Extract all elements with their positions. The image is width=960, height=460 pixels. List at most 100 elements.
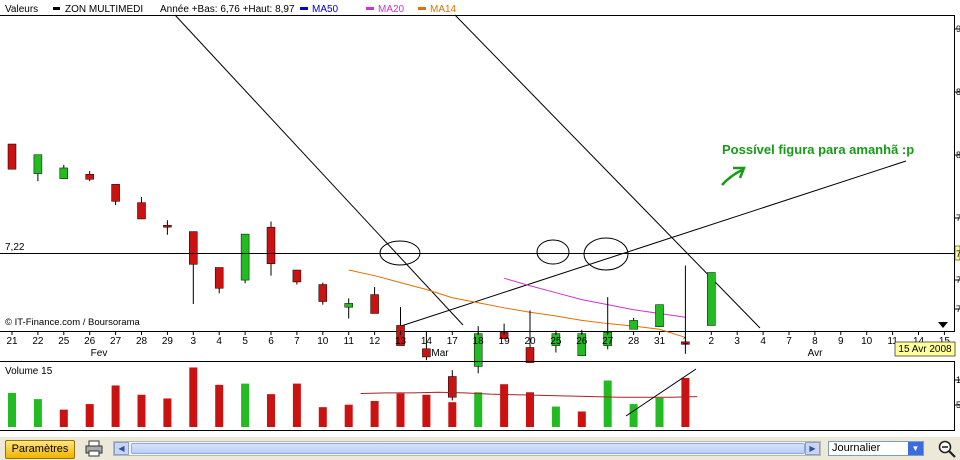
scroll-right-icon[interactable]: ▶ [805,442,820,455]
bottom-toolbar: Paramètres ◀ ▶ Journalier ▼ [0,437,960,460]
candle-body [655,304,664,327]
x-tick-label: 5 [242,336,248,347]
x-tick-label: 3 [191,336,197,347]
x-tick-label: 12 [369,336,381,347]
volume-bar [370,400,379,427]
volume-axis-2: 5 [956,400,960,410]
candle-body [85,174,94,180]
volume-bar [163,398,172,427]
price-tick-label: 7 [956,304,960,314]
x-tick-label: 14 [913,336,925,347]
x-tick-label: 19 [499,336,511,347]
month-label-avr: Avr [808,348,823,359]
scroll-down-icon[interactable] [938,322,948,328]
params-button[interactable]: Paramètres [5,440,75,459]
candle-body [59,167,69,179]
volume-ma-line [360,391,698,398]
scroll-thumb[interactable] [131,443,805,454]
x-tick-label: 4 [760,336,766,347]
x-tick-label: 26 [84,336,96,347]
x-tick-label: 11 [887,336,898,347]
candle-body [240,233,250,281]
volume-bar [8,392,16,427]
candle-body [707,272,716,326]
price-tick-label: 8 [956,87,960,97]
x-tick-label: 15 [939,336,951,347]
volume-bar [241,383,250,427]
volume-bar [59,409,68,427]
x-tick-label: 26 [576,336,588,347]
x-tick-label: 28 [628,336,640,347]
price-tick-label: 7 [956,213,960,223]
candle-body [137,202,146,220]
x-tick-label: 20 [524,336,536,347]
x-tick-label: 25 [58,336,70,347]
chart-title: Valeurs [5,4,38,15]
volume-bar [33,399,42,427]
volume-bar [655,397,664,427]
volume-bar [474,392,483,427]
x-tick-label: 18 [473,336,485,347]
timeline-scrollbar[interactable]: ◀ ▶ [113,441,821,456]
volume-title: Volume 15 [5,366,53,377]
x-tick-label: 1 [683,336,689,347]
x-tick-label: 27 [110,336,122,347]
x-tick-label: 7 [786,336,792,347]
chevron-down-icon[interactable]: ▼ [908,442,923,455]
volume-bar [292,383,301,427]
x-tick-label: 10 [317,336,329,347]
annotation-text: Possível figura para amanhã :p [722,142,914,157]
x-tick-label: 6 [268,336,274,347]
instrument-swatch [53,7,60,10]
copyright-text: © IT-Finance.com / Boursorama [5,317,140,328]
volume-bar [526,392,534,427]
date-badge: 15 Avr 2008 [898,344,952,355]
zoom-out-icon[interactable] [937,439,957,458]
candle-body [370,294,379,314]
ma20-line [503,277,686,318]
volume-bar [396,393,405,427]
trend-lines [174,14,907,329]
date-badge-box [894,341,956,357]
legend-ma50: MA50 [312,4,339,15]
volume-bar [629,404,638,427]
moving-averages [348,269,686,338]
volume-bar [448,402,457,427]
candle-body [396,325,405,346]
x-tick-label: 17 [447,336,459,347]
period-value: Journalier [832,442,881,454]
candle-body [189,231,198,265]
x-tick-label: 28 [136,336,148,347]
x-tick-label: 27 [602,336,614,347]
candles [7,143,716,401]
candle-body [344,303,353,308]
candle-body [318,284,328,302]
print-icon[interactable] [84,440,104,457]
period-select[interactable]: Journalier ▼ [828,441,924,456]
x-tick-label: 22 [32,336,44,347]
instrument-name: ZON MULTIMEDI [65,4,143,15]
candle-body [292,269,302,283]
volume-bar [215,384,224,427]
x-tick-label: 2 [709,336,715,347]
x-tick-label: 29 [162,336,174,347]
volume-bar [344,404,353,427]
x-tick-label: 13 [395,336,407,347]
x-tick-label: 7 [294,336,300,347]
candle-body [681,341,690,345]
volume-bar [551,406,560,427]
volume-bar [681,378,690,427]
x-tick-label: 14 [421,336,433,347]
month-label-fev: Fev [91,348,108,359]
volume-trend-line [625,368,697,417]
candle-body [266,226,276,264]
candle-body [525,347,535,363]
candle-body [33,154,43,174]
volume-bar [577,411,586,427]
x-tick-label: 9 [838,336,844,347]
legend-ma14: MA14 [430,4,457,15]
candle-body [629,320,638,330]
candle-body [448,376,457,398]
scroll-left-icon[interactable]: ◀ [114,442,129,455]
legend-swatch-ma14 [418,7,426,10]
